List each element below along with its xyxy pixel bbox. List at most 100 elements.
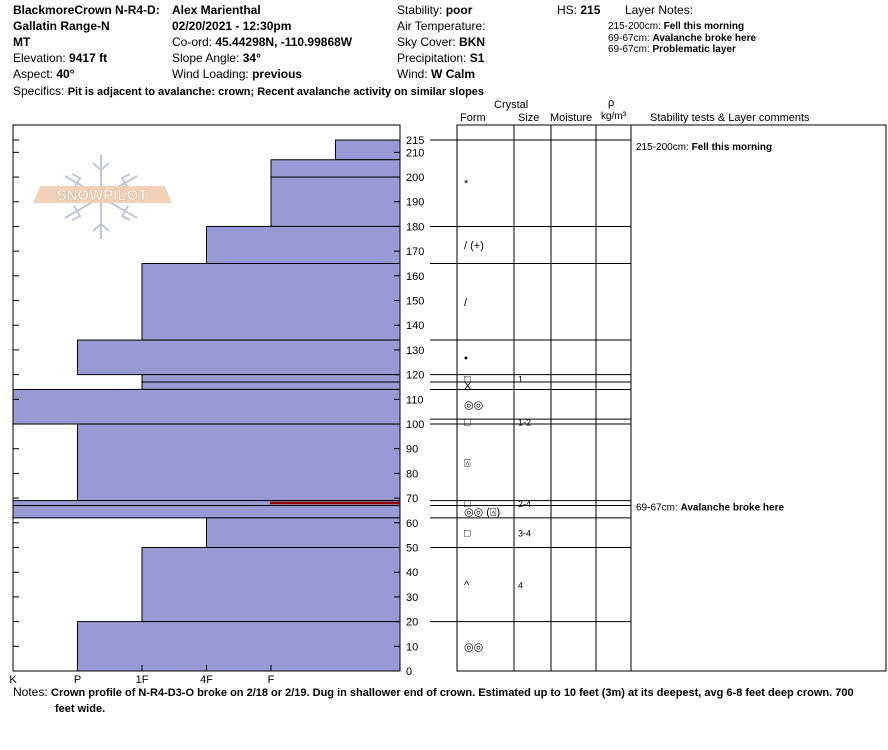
slope-value: 34° xyxy=(242,51,261,65)
moisture-header: Moisture xyxy=(550,112,593,124)
y-tick-label: 40 xyxy=(406,567,418,579)
x-tick-label: 1F xyxy=(136,674,149,686)
crystal-form-symbol: ◎◎ xyxy=(464,399,483,411)
layer-note-range: 69-67cm: xyxy=(608,44,650,55)
layer-note-text: Fell this morning xyxy=(663,21,745,32)
notes: Notes: Crown profile of N-R4-D3-O broke … xyxy=(13,684,854,700)
slope-angle: Slope Angle: 34° xyxy=(172,50,261,66)
hardness-bar xyxy=(141,374,401,383)
y-tick-label: 10 xyxy=(406,641,418,653)
x-tick-label: K xyxy=(9,674,17,686)
y-tick-label: 130 xyxy=(406,345,424,357)
state-name: MT xyxy=(13,35,31,49)
layer-comment-text: Fell this morning xyxy=(692,142,773,153)
precip-value: S1 xyxy=(469,51,485,65)
layer-note-2: 69-67cm: Avalanche broke here xyxy=(608,33,756,44)
layer-comment-range: 215-200cm: xyxy=(636,142,692,153)
snowpilot-logo: SNOWPILOT xyxy=(33,155,172,239)
elevation-label: Elevation: xyxy=(13,51,66,65)
crystal-size-value: 2-4 xyxy=(518,499,531,509)
hardness-bar xyxy=(335,139,401,161)
air-temperature: Air Temperature: xyxy=(397,18,485,34)
y-tick-label: 150 xyxy=(406,296,424,308)
wind-loading-value: previous xyxy=(252,67,303,81)
crystal-size-value: 3-4 xyxy=(518,529,531,539)
hardness-bar xyxy=(12,505,401,519)
crystal-rows: */ (+)/•□ 1X◎◎□ 1-2⍓□ 2-4◎◎ (⍓)□ 3-4^ 4◎◎ xyxy=(430,139,631,653)
hardness-bars xyxy=(12,139,401,672)
aspect-label: Aspect: xyxy=(13,67,54,81)
crystal-form-symbol: □ xyxy=(464,417,471,429)
layer-comment-range: 69-67cm: xyxy=(636,503,680,514)
specifics-value: Pit is adjacent to avalanche: crown; Rec… xyxy=(67,86,485,98)
y-tick-label: 120 xyxy=(406,370,424,382)
wind-label: Wind: xyxy=(397,67,428,81)
y-tick-label: 215 xyxy=(406,135,424,147)
coordinates: Co-ord: 45.44298N, -110.99868W xyxy=(172,34,352,50)
y-tick-label: 110 xyxy=(406,394,424,406)
x-tick-label: P xyxy=(74,674,81,686)
y-tick-label: 90 xyxy=(406,444,418,456)
specifics: Specifics: Pit is adjacent to avalanche:… xyxy=(13,83,484,99)
hardness-bar xyxy=(270,176,401,227)
y-tick-label: 170 xyxy=(406,246,424,258)
crystal-form-symbol: □ xyxy=(464,528,471,540)
crystal-form-symbol: ◎◎ xyxy=(464,641,483,653)
rho-header: ρ xyxy=(608,97,615,109)
stability: Stability: poor xyxy=(397,2,472,18)
hardness-bar xyxy=(77,339,401,376)
wind: Wind: W Calm xyxy=(397,66,475,82)
y-tick-label: 0 xyxy=(406,666,412,678)
snow-height: HS: 215 xyxy=(557,2,600,18)
comments-header: Stability tests & Layer comments xyxy=(650,112,810,124)
y-tick-label: 70 xyxy=(406,493,418,505)
aspect-value: 40° xyxy=(56,67,75,81)
x-tick-label: 4F xyxy=(200,674,213,686)
density-unit-header: kg/m³ xyxy=(601,111,626,122)
wind-value: W Calm xyxy=(431,67,476,81)
crystal-form-symbol: ⍓ xyxy=(464,457,471,469)
y-tick-label: 210 xyxy=(406,147,424,159)
layer-note-range: 215-200cm: xyxy=(608,21,661,32)
layer-note-1: 215-200cm: Fell this morning xyxy=(608,21,744,32)
layer-note-3: 69-67cm: Problematic layer xyxy=(608,44,736,55)
precip-label: Precipitation: xyxy=(397,51,467,65)
specifics-label: Specifics: xyxy=(13,84,65,98)
wind-loading-label: Wind Loading: xyxy=(172,67,249,81)
x-tick-label: F xyxy=(268,674,275,686)
crystal-header: Crystal xyxy=(494,99,529,111)
crystal-size-value: 1 xyxy=(518,374,523,384)
crystal-form-symbol: * xyxy=(464,178,469,190)
y-tick-label: 30 xyxy=(406,592,418,604)
y-tick-label: 20 xyxy=(406,617,418,629)
sky-label: Sky Cover: xyxy=(397,35,456,49)
layer-comment-text: Avalanche broke here xyxy=(680,503,784,514)
crystal-table-frame xyxy=(456,124,887,672)
y-tick-label: 190 xyxy=(406,197,424,209)
air-temp-label: Air Temperature: xyxy=(397,19,486,33)
layer-note-text: Problematic layer xyxy=(652,44,736,55)
range-name: Gallatin Range-N xyxy=(13,19,110,33)
hardness-bar xyxy=(141,381,401,390)
y-tick-label: 140 xyxy=(406,320,424,332)
hardness-bar xyxy=(141,262,401,341)
crystal-form-symbol: ◎◎ (⍓) xyxy=(464,507,500,519)
crystal-form-symbol: / xyxy=(464,297,468,309)
coord-value: 45.44298N, -110.99868W xyxy=(215,35,353,49)
layer-note-range: 69-67cm: xyxy=(608,33,650,44)
aspect: Aspect: 40° xyxy=(13,66,75,82)
y-tick-label: 200 xyxy=(406,172,424,184)
wind-loading: Wind Loading: previous xyxy=(172,66,302,82)
layer-comments: 215-200cm: Fell this morning 69-67cm: Ava… xyxy=(636,142,784,514)
hs-label: HS: xyxy=(557,3,578,17)
y-tick-label: 180 xyxy=(406,221,424,233)
hardness-bar xyxy=(270,159,401,178)
precipitation: Precipitation: S1 xyxy=(397,50,484,66)
layer-comment: 69-67cm: Avalanche broke here xyxy=(636,503,784,514)
observer-name: Alex Marienthal xyxy=(172,3,261,17)
crystal-form-symbol: / (+) xyxy=(464,240,484,252)
axis-ticks: 0 10 20 30 40 50 60 70 80 90 100 110 120 130 140 150 160… xyxy=(9,135,424,686)
stability-label: Stability: xyxy=(397,3,443,17)
slope-label: Slope Angle: xyxy=(172,51,240,65)
